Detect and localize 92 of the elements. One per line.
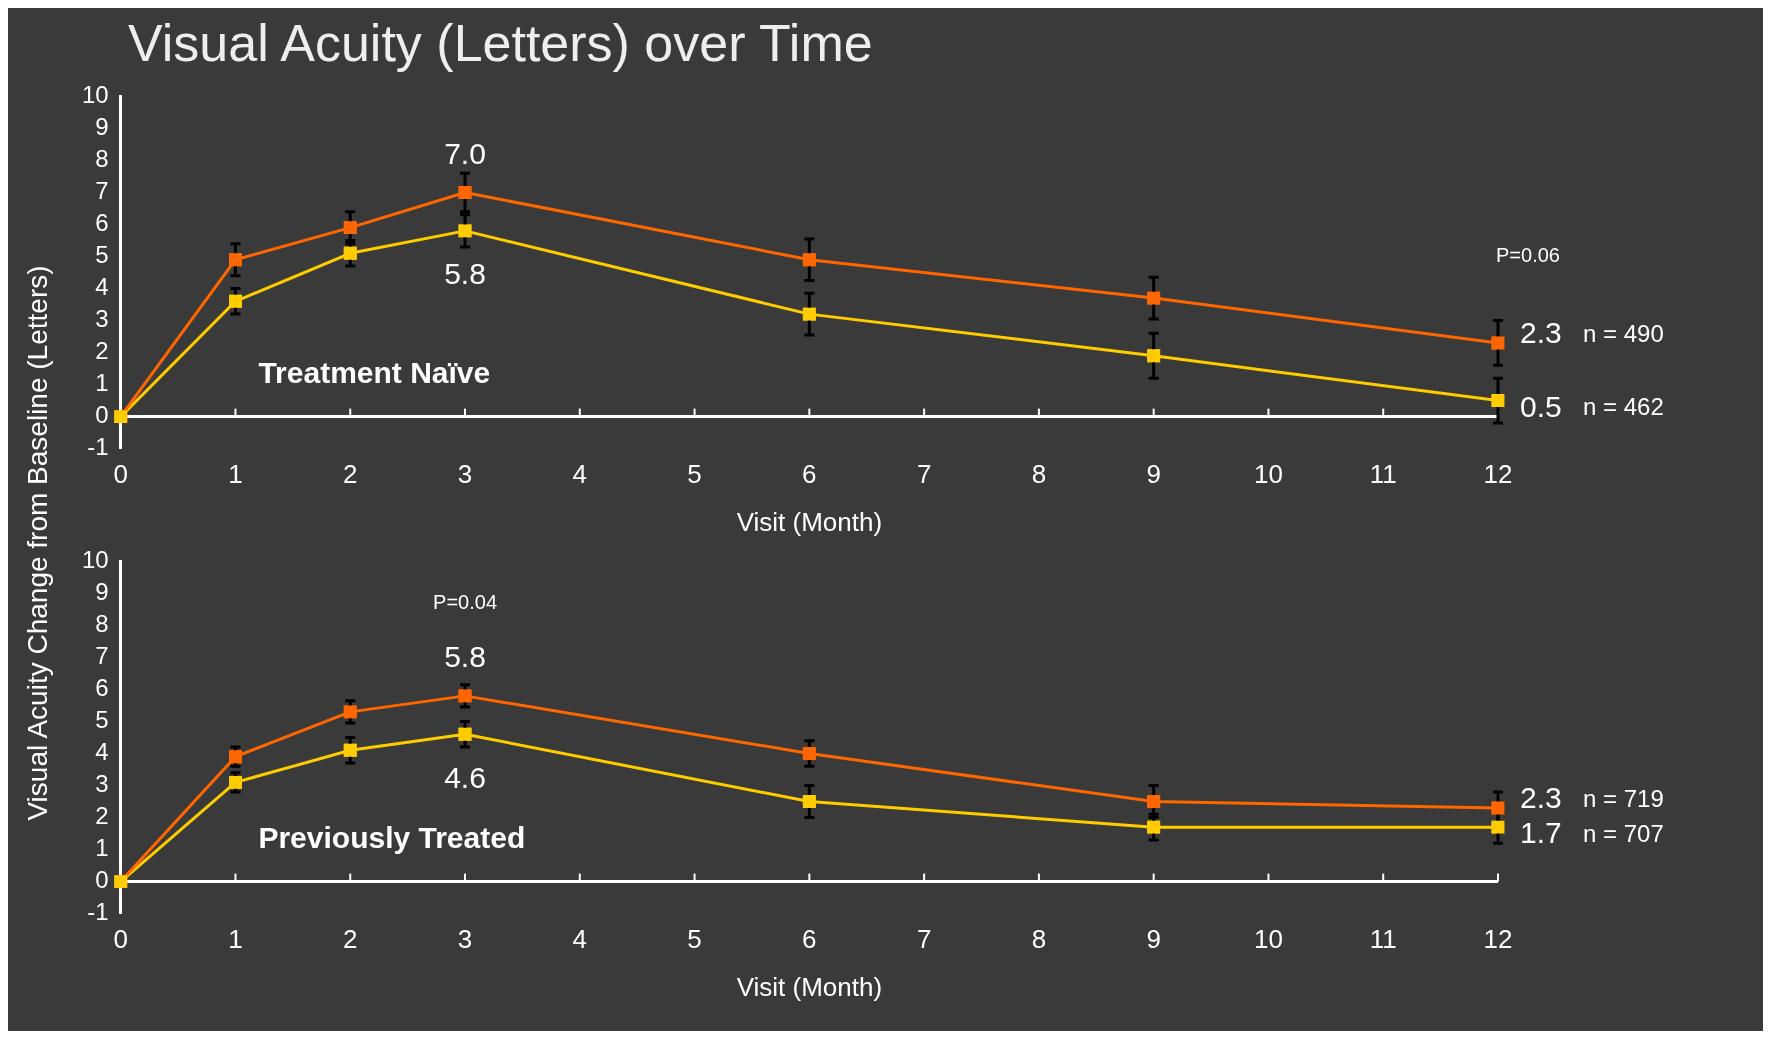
y-tick-label: 2 (95, 802, 109, 830)
point (1491, 336, 1505, 350)
x-tick-label: 7 (916, 924, 932, 955)
x-tick-label: 4 (572, 924, 588, 955)
x-tick-label: 9 (1146, 924, 1161, 955)
y-tick-label: 10 (81, 81, 109, 109)
y-tick-label: 1 (95, 369, 109, 397)
x-tick-label: 7 (916, 459, 932, 490)
data-label: 5.8 (444, 257, 486, 291)
x-tick-label: 4 (572, 459, 588, 490)
point (458, 186, 472, 199)
x-tick-label: 3 (457, 924, 473, 955)
x-tick-label: 1 (228, 924, 243, 955)
chart-title: Visual Acuity (Letters) over Time (127, 13, 874, 74)
y-tick-label: 0 (95, 866, 109, 894)
x-tick-label: 8 (1031, 924, 1047, 955)
point (229, 294, 242, 308)
point (1491, 801, 1505, 815)
x-tick-label: 8 (1031, 459, 1047, 490)
y-tick-label: -1 (87, 898, 109, 926)
x-tick-label: 2 (343, 459, 358, 490)
annotation: P=0.04 (433, 590, 497, 613)
data-label: 5.8 (444, 640, 486, 674)
data-label: 0.5 (1520, 389, 1562, 423)
y-tick-label: 1 (95, 834, 109, 862)
point (458, 727, 472, 741)
y-tick-label: -1 (87, 433, 109, 461)
point (802, 253, 816, 267)
point (802, 307, 816, 321)
x-tick-label: 11 (1369, 459, 1397, 490)
annotation: P=0.06 (1496, 244, 1560, 267)
y-tick-label: 4 (95, 738, 109, 766)
text: n = 719 (1583, 784, 1664, 812)
text: n = 490 (1583, 319, 1664, 347)
x-tick-label: 6 (802, 924, 817, 955)
text: n = 707 (1583, 819, 1664, 847)
text: n = 462 (1583, 393, 1664, 421)
point (1147, 291, 1161, 305)
x-axis-title: Visit (Month) (736, 971, 883, 1002)
x-tick-label: 6 (802, 459, 817, 490)
y-tick-label: 2 (95, 337, 109, 365)
point (1147, 820, 1161, 834)
y-tick-label: 3 (95, 305, 109, 333)
text: Previously Treated (258, 821, 526, 855)
x-tick-label: 1 (228, 459, 243, 490)
point (229, 253, 242, 267)
y-tick-label: 9 (95, 578, 109, 606)
y-tick-label: 6 (95, 674, 109, 702)
y-tick-label: 4 (95, 273, 109, 301)
point (229, 750, 242, 764)
point (343, 221, 357, 235)
y-tick-label: 10 (81, 546, 109, 574)
y-tick-label: 6 (95, 209, 109, 237)
data-label: 1.7 (1520, 816, 1562, 850)
y-tick-label: 9 (95, 113, 109, 141)
x-tick-label: 2 (343, 924, 358, 955)
point (458, 689, 472, 703)
y-tick-label: 8 (95, 610, 109, 638)
x-tick-label: 10 (1253, 924, 1283, 955)
data-label: 4.6 (444, 760, 486, 794)
y-tick-label: 3 (95, 770, 109, 798)
y-tick-label: 7 (95, 642, 109, 670)
text: Treatment Naïve (258, 356, 491, 390)
point (802, 795, 816, 808)
y-axis-title: Visual Acuity Change from Baseline (Letters) (22, 265, 54, 821)
data-label: 7.0 (444, 136, 486, 170)
x-tick-label: 3 (457, 459, 473, 490)
point (1147, 795, 1161, 808)
data-label: 2.3 (1520, 316, 1562, 350)
data-label: 2.3 (1520, 781, 1562, 815)
x-tick-label: 12 (1483, 924, 1513, 955)
y-tick-label: 7 (95, 177, 109, 205)
x-tick-label: 9 (1146, 459, 1161, 490)
point (458, 224, 472, 238)
x-tick-label: 10 (1253, 459, 1283, 490)
point (1147, 349, 1161, 363)
point (1491, 394, 1505, 408)
point (1491, 820, 1505, 834)
y-tick-label: 0 (95, 401, 109, 429)
point (343, 705, 357, 719)
x-tick-label: 5 (687, 459, 702, 490)
point (343, 743, 357, 757)
x-axis-title: Visit (Month) (736, 506, 883, 537)
point (802, 747, 816, 760)
point (229, 775, 242, 789)
point (343, 246, 357, 260)
x-tick-label: 11 (1369, 924, 1397, 955)
x-tick-label: 5 (687, 924, 702, 955)
y-tick-label: 5 (95, 241, 109, 269)
y-tick-label: 8 (95, 145, 109, 173)
x-tick-label: 12 (1483, 459, 1513, 490)
y-tick-label: 5 (95, 706, 109, 734)
